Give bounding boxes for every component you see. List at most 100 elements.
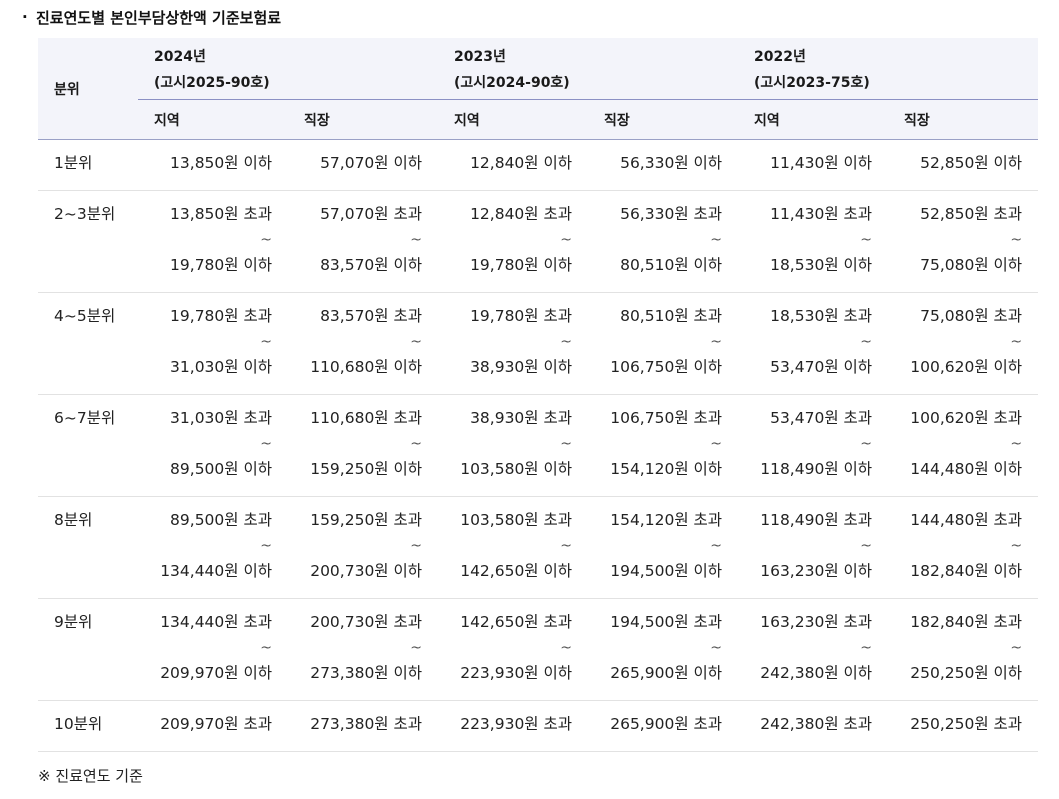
grade-cell: 10분위 xyxy=(38,700,138,752)
range-tilde: ~ xyxy=(260,231,272,248)
upper-bound: 31,030원 이하 xyxy=(170,358,272,376)
range-tilde: ~ xyxy=(410,639,423,656)
value-cell: 250,250원 초과 xyxy=(888,700,1039,752)
grade-cell: 8분위 xyxy=(38,496,138,599)
year-label: 2024년 xyxy=(154,48,206,65)
upper-bound: 106,750원 이하 xyxy=(610,358,723,376)
lower-bound: 118,490원 초과 xyxy=(760,511,873,529)
upper-bound: 223,930원 이하 xyxy=(460,664,573,682)
lower-bound: 80,510원 초과 xyxy=(620,307,723,325)
range-tilde: ~ xyxy=(410,435,423,452)
upper-bound: 100,620원 이하 xyxy=(910,358,1023,376)
upper-bound: 250,250원 이하 xyxy=(910,664,1023,682)
table-row: 10분위 209,970원 초과 273,380원 초과 223,930원 초과 265… xyxy=(38,700,1039,752)
grade-cell: 4~5분위 xyxy=(38,292,138,395)
upper-bound: 142,650원 이하 xyxy=(460,562,573,580)
value-cell: 118,490원 초과 ~163,230원 이하 xyxy=(738,496,889,599)
upper-bound: 11,430원 이하 xyxy=(770,154,873,172)
range-tilde: ~ xyxy=(710,537,723,554)
range-tilde: ~ xyxy=(1010,333,1023,350)
lower-bound: 154,120원 초과 xyxy=(610,511,723,529)
upper-bound: 118,490원 이하 xyxy=(760,460,873,478)
lower-bound: 11,430원 초과 xyxy=(770,205,873,223)
range-tilde: ~ xyxy=(560,333,573,350)
value-cell: 100,620원 초과 ~144,480원 이하 xyxy=(888,394,1039,497)
value-cell: 57,070원 이하 xyxy=(288,139,439,191)
lower-bound: 144,480원 초과 xyxy=(910,511,1023,529)
range-tilde: ~ xyxy=(260,639,272,656)
lower-bound: 12,840원 초과 xyxy=(470,205,573,223)
table-row: 2~3분위 13,850원 초과 ~19,780원 이하 57,070원 초과 ~83,… xyxy=(38,190,1039,293)
range-tilde: ~ xyxy=(710,231,723,248)
value-cell: 38,930원 초과 ~103,580원 이하 xyxy=(438,394,589,497)
lower-bound: 159,250원 초과 xyxy=(310,511,423,529)
upper-bound: 52,850원 이하 xyxy=(920,154,1023,172)
value-cell: 265,900원 초과 xyxy=(588,700,739,752)
notice-label: (고시2023-75호) xyxy=(754,74,870,91)
range-tilde: ~ xyxy=(560,435,573,452)
lower-bound: 265,900원 초과 xyxy=(610,715,723,733)
value-cell: 19,780원 초과 ~38,930원 이하 xyxy=(438,292,589,395)
lower-bound: 182,840원 초과 xyxy=(910,613,1023,631)
table-body: 1분위 13,850원 이하 57,070원 이하 12,840원 이하 56,330원… xyxy=(38,139,1039,752)
upper-bound: 182,840원 이하 xyxy=(910,562,1023,580)
bullet-icon: · xyxy=(22,8,28,26)
range-tilde: ~ xyxy=(860,537,873,554)
range-tilde: ~ xyxy=(1010,435,1023,452)
upper-bound: 200,730원 이하 xyxy=(310,562,423,580)
range-tilde: ~ xyxy=(560,537,573,554)
upper-bound: 83,570원 이하 xyxy=(320,256,423,274)
value-cell: 154,120원 초과 ~194,500원 이하 xyxy=(588,496,739,599)
value-cell: 209,970원 초과 xyxy=(138,700,288,752)
value-cell: 273,380원 초과 xyxy=(288,700,439,752)
year-header-2024: 2024년 (고시2025-90호) xyxy=(138,38,439,100)
upper-bound: 103,580원 이하 xyxy=(460,460,573,478)
table-row: 6~7분위 31,030원 초과 ~89,500원 이하 110,680원 초과 ~15… xyxy=(38,394,1039,497)
grade-cell: 1분위 xyxy=(38,139,138,191)
table-header: 분위 2024년 (고시2025-90호) 2023년 (고시2024-90호)… xyxy=(38,38,1039,140)
upper-bound: 19,780원 이하 xyxy=(470,256,573,274)
range-tilde: ~ xyxy=(260,435,272,452)
value-cell: 80,510원 초과 ~106,750원 이하 xyxy=(588,292,739,395)
value-cell: 12,840원 초과 ~19,780원 이하 xyxy=(438,190,589,293)
upper-bound: 19,780원 이하 xyxy=(170,256,272,274)
value-cell: 83,570원 초과 ~110,680원 이하 xyxy=(288,292,439,395)
upper-bound: 144,480원 이하 xyxy=(910,460,1023,478)
range-tilde: ~ xyxy=(710,435,723,452)
lower-bound: 103,580원 초과 xyxy=(460,511,573,529)
sub-header-workplace: 직장 xyxy=(288,99,439,140)
upper-bound: 273,380원 이하 xyxy=(310,664,423,682)
value-cell: 56,330원 이하 xyxy=(588,139,739,191)
range-tilde: ~ xyxy=(1010,639,1023,656)
notice-label: (고시2024-90호) xyxy=(454,74,570,91)
value-cell: 182,840원 초과 ~250,250원 이하 xyxy=(888,598,1039,701)
lower-bound: 89,500원 초과 xyxy=(170,511,272,529)
value-cell: 159,250원 초과 ~200,730원 이하 xyxy=(288,496,439,599)
lower-bound: 19,780원 초과 xyxy=(470,307,573,325)
premium-threshold-table: 분위 2024년 (고시2025-90호) 2023년 (고시2024-90호)… xyxy=(38,38,1039,752)
upper-bound: 80,510원 이하 xyxy=(620,256,723,274)
upper-bound: 265,900원 이하 xyxy=(610,664,723,682)
lower-bound: 134,440원 초과 xyxy=(160,613,272,631)
upper-bound: 18,530원 이하 xyxy=(770,256,873,274)
sub-header-regional: 지역 xyxy=(738,99,889,140)
grade-cell: 2~3분위 xyxy=(38,190,138,293)
value-cell: 163,230원 초과 ~242,380원 이하 xyxy=(738,598,889,701)
upper-bound: 159,250원 이하 xyxy=(310,460,423,478)
upper-bound: 154,120원 이하 xyxy=(610,460,723,478)
value-cell: 144,480원 초과 ~182,840원 이하 xyxy=(888,496,1039,599)
value-cell: 106,750원 초과 ~154,120원 이하 xyxy=(588,394,739,497)
range-tilde: ~ xyxy=(260,537,272,554)
notice-label: (고시2025-90호) xyxy=(154,74,270,91)
upper-bound: 57,070원 이하 xyxy=(320,154,423,172)
value-cell: 223,930원 초과 xyxy=(438,700,589,752)
year-header-2023: 2023년 (고시2024-90호) xyxy=(438,38,739,100)
value-cell: 134,440원 초과 ~209,970원 이하 xyxy=(138,598,288,701)
value-cell: 53,470원 초과 ~118,490원 이하 xyxy=(738,394,889,497)
upper-bound: 89,500원 이하 xyxy=(170,460,272,478)
table-row: 9분위 134,440원 초과 ~209,970원 이하 200,730원 초과 ~27… xyxy=(38,598,1039,701)
value-cell: 89,500원 초과 ~134,440원 이하 xyxy=(138,496,288,599)
value-cell: 57,070원 초과 ~83,570원 이하 xyxy=(288,190,439,293)
upper-bound: 163,230원 이하 xyxy=(760,562,873,580)
range-tilde: ~ xyxy=(260,333,272,350)
